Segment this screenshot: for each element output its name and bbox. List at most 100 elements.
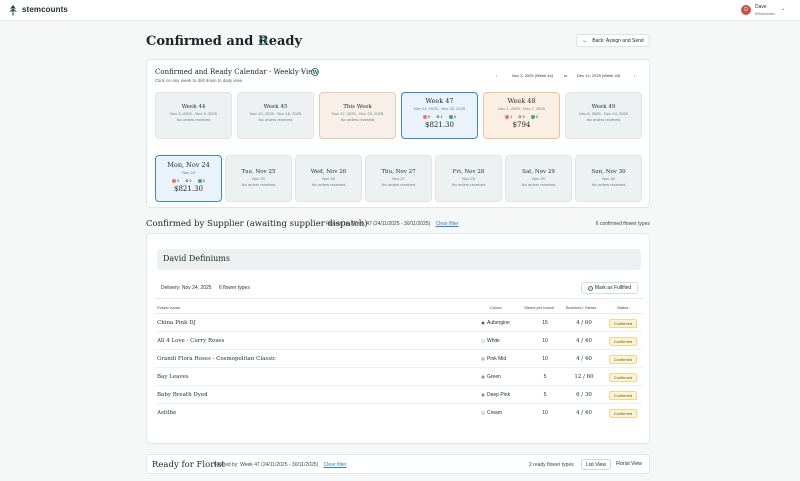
day-card-fri[interactable]: Fri, Nov 28 Nov 28 No orders received — [435, 155, 502, 202]
bunches-stems: 4 / 60 — [576, 320, 592, 326]
range-to[interactable]: Dec 14, 2025 (Week 49) — [577, 73, 621, 78]
clear-filter-link[interactable]: Clear filter — [323, 462, 347, 468]
day-amount: $821.30 — [174, 185, 203, 193]
supplier-header[interactable]: David Definiums — [157, 249, 641, 270]
logo-icon — [9, 5, 17, 16]
status-badge: Confirmed — [609, 319, 637, 328]
stat-ready: 0 — [535, 114, 539, 119]
week-card-this-week[interactable]: This Week Nov 17, 2025 - Nov 23, 2025 No… — [319, 92, 396, 139]
info-icon[interactable]: i — [259, 37, 267, 45]
day-card-sat[interactable]: Sat, Nov 29 Nov 29 No orders received — [505, 155, 572, 202]
stat-pending: 0 — [427, 114, 431, 119]
filter-text: Filtered by: Week 47 (24/11/2025 - 30/11… — [326, 221, 431, 227]
table-row[interactable]: Bay Leaves Green 5 12 / 60 Confirmed — [155, 368, 643, 386]
colour-cell: White — [481, 338, 500, 344]
calendar-card: Confirmed and Ready Calendar - Weekly Vi… — [146, 59, 650, 208]
avatar[interactable]: D — [741, 5, 751, 15]
colour-name: Green — [487, 374, 501, 380]
day-empty-text: No orders received — [241, 182, 276, 187]
chevron-right-icon[interactable]: › — [634, 73, 636, 78]
day-card-wed[interactable]: Wed, Nov 26 Nov 26 No orders received — [295, 155, 362, 202]
back-button[interactable]: ← Back: Assign and Send — [576, 34, 650, 47]
florist-view-button[interactable]: Florist View — [616, 461, 642, 467]
table-row[interactable]: All 4 Love - Curry Roses White 10 4 / 40… — [155, 332, 643, 350]
flower-name: Bay Leaves — [157, 374, 189, 380]
day-date: Nov 24 — [182, 170, 195, 175]
top-bar: stemcounts D Dave Wholesaler ⌄ — [0, 0, 800, 21]
col-colour[interactable]: Colour — [490, 305, 502, 310]
day-name: Thu, Nov 27 — [381, 169, 416, 175]
arrow-left-icon: ← — [582, 37, 589, 44]
florist-section-title: Ready for Florist — [152, 460, 225, 470]
colour-swatch — [481, 393, 485, 397]
colour-cell: Green — [481, 374, 501, 380]
day-name: Fri, Nov 28 — [452, 169, 485, 175]
mark-fulfilled-label: Mark as Fulfilled — [594, 285, 632, 291]
chevron-left-icon[interactable]: ‹ — [496, 73, 498, 78]
week-card-44[interactable]: Week 44 Nov 3, 2025 - Nov 9, 2025 No ord… — [155, 92, 232, 139]
week-dates: Nov 24, 2025 - Nov 30, 2025 — [413, 106, 466, 111]
chevron-down-icon[interactable]: ⌄ — [781, 6, 786, 12]
week-card-48[interactable]: Week 48 Dec 1, 2025 - Dec 7, 2025 1 ✿ 0 0… — [483, 92, 560, 139]
flower-name: Astilbe — [157, 410, 177, 416]
day-card-sun[interactable]: Sun, Nov 30 Nov 30 No orders received — [575, 155, 642, 202]
supplier-name: David Definiums — [163, 254, 230, 263]
flower-name: Baby Breath Dyed — [157, 392, 208, 398]
table-row[interactable]: Astilbe Cream 10 4 / 40 Confirmed — [155, 404, 643, 422]
col-bunches-stems[interactable]: Bunches / Stems — [566, 305, 597, 310]
colour-name: Cream — [487, 410, 503, 416]
stems-per-bunch: 10 — [542, 338, 548, 344]
stat-pending: 1 — [509, 114, 513, 119]
filter-text: Filtered by: Week 47 (24/11/2025 - 30/11… — [214, 462, 319, 468]
day-empty-text: No orders received — [311, 182, 346, 187]
more-icon[interactable]: ⋯ — [299, 69, 305, 75]
divider — [155, 313, 643, 314]
range-from[interactable]: Nov 3, 2025 (Week 44) — [512, 73, 554, 78]
delivery-date: Delivery: Nov 24, 2025 — [161, 285, 212, 291]
day-card-mon[interactable]: Mon, Nov 24 Nov 24 0 ✿ 1 0 $821.30 — [155, 155, 222, 202]
pending-icon — [171, 178, 176, 183]
day-card-tue[interactable]: Tue, Nov 25 Nov 25 No orders received — [225, 155, 292, 202]
mark-fulfilled-button[interactable]: ✓ Mark as Fulfilled — [581, 282, 638, 294]
week-dates: Dec 1, 2025 - Dec 7, 2025 — [498, 106, 545, 111]
colour-swatch — [481, 339, 485, 343]
stems-per-bunch: 5 — [543, 374, 547, 380]
list-view-button[interactable]: List View — [581, 459, 611, 470]
flower-name: China Pink DJ — [157, 320, 196, 326]
day-card-thu[interactable]: Thu, Nov 27 Nov 27 No orders received — [365, 155, 432, 202]
week-empty-text: No orders received — [258, 117, 293, 122]
colour-cell: Aubergine — [481, 320, 510, 326]
week-card-47[interactable]: Week 47 Nov 24, 2025 - Nov 30, 2025 0 ✿ 1… — [401, 92, 478, 139]
stat-confirmed: 1 — [440, 114, 443, 119]
table-row[interactable]: China Pink DJ Aubergine 15 4 / 60 Confir… — [155, 314, 643, 332]
table-row[interactable]: Grandi Flora Roses - Cosmopolitan Classi… — [155, 350, 643, 368]
week-amount: $794 — [512, 121, 531, 129]
supplier-section-title: Confirmed by Supplier (awaiting supplier… — [146, 219, 368, 229]
day-empty-text: No orders received — [591, 182, 626, 187]
flower-icon: ✿ — [436, 114, 440, 119]
week-amount: $821.30 — [425, 121, 454, 129]
col-flower-name[interactable]: Flower name — [157, 305, 181, 310]
stems-per-bunch: 5 — [543, 392, 547, 398]
colour-cell: Pink Mid — [481, 356, 506, 362]
colour-name: White — [487, 338, 500, 344]
day-date: Nov 27 — [392, 176, 405, 181]
user-name[interactable]: Dave — [755, 4, 767, 10]
clear-filter-link[interactable]: Clear filter — [435, 221, 459, 227]
flower-name: Grandi Flora Roses - Cosmopolitan Classi… — [157, 356, 276, 362]
table-row[interactable]: Baby Breath Dyed Deep Pink 5 6 / 30 Conf… — [155, 386, 643, 404]
week-dates: Nov 10, 2025 - Nov 16, 2025 — [249, 111, 302, 116]
info-icon[interactable]: i — [311, 68, 319, 76]
stat-confirmed: 0 — [522, 114, 525, 119]
ready-count: 2 ready flower types — [529, 462, 574, 468]
colour-name: Pink Mid — [487, 356, 507, 362]
stat-pending: 0 — [176, 178, 180, 183]
week-card-49[interactable]: Week 49 Dec 8, 2025 - Dec 14, 2025 No or… — [565, 92, 642, 139]
col-status[interactable]: Status — [617, 305, 629, 310]
col-stems-per-bunch[interactable]: Stems per bunch — [524, 305, 555, 310]
flower-icon: ✿ — [518, 114, 522, 119]
stat-ready: 0 — [202, 178, 206, 183]
week-name: Week 48 — [507, 97, 536, 105]
brand-name[interactable]: stemcounts — [22, 5, 68, 14]
week-card-45[interactable]: Week 45 Nov 10, 2025 - Nov 16, 2025 No o… — [237, 92, 314, 139]
